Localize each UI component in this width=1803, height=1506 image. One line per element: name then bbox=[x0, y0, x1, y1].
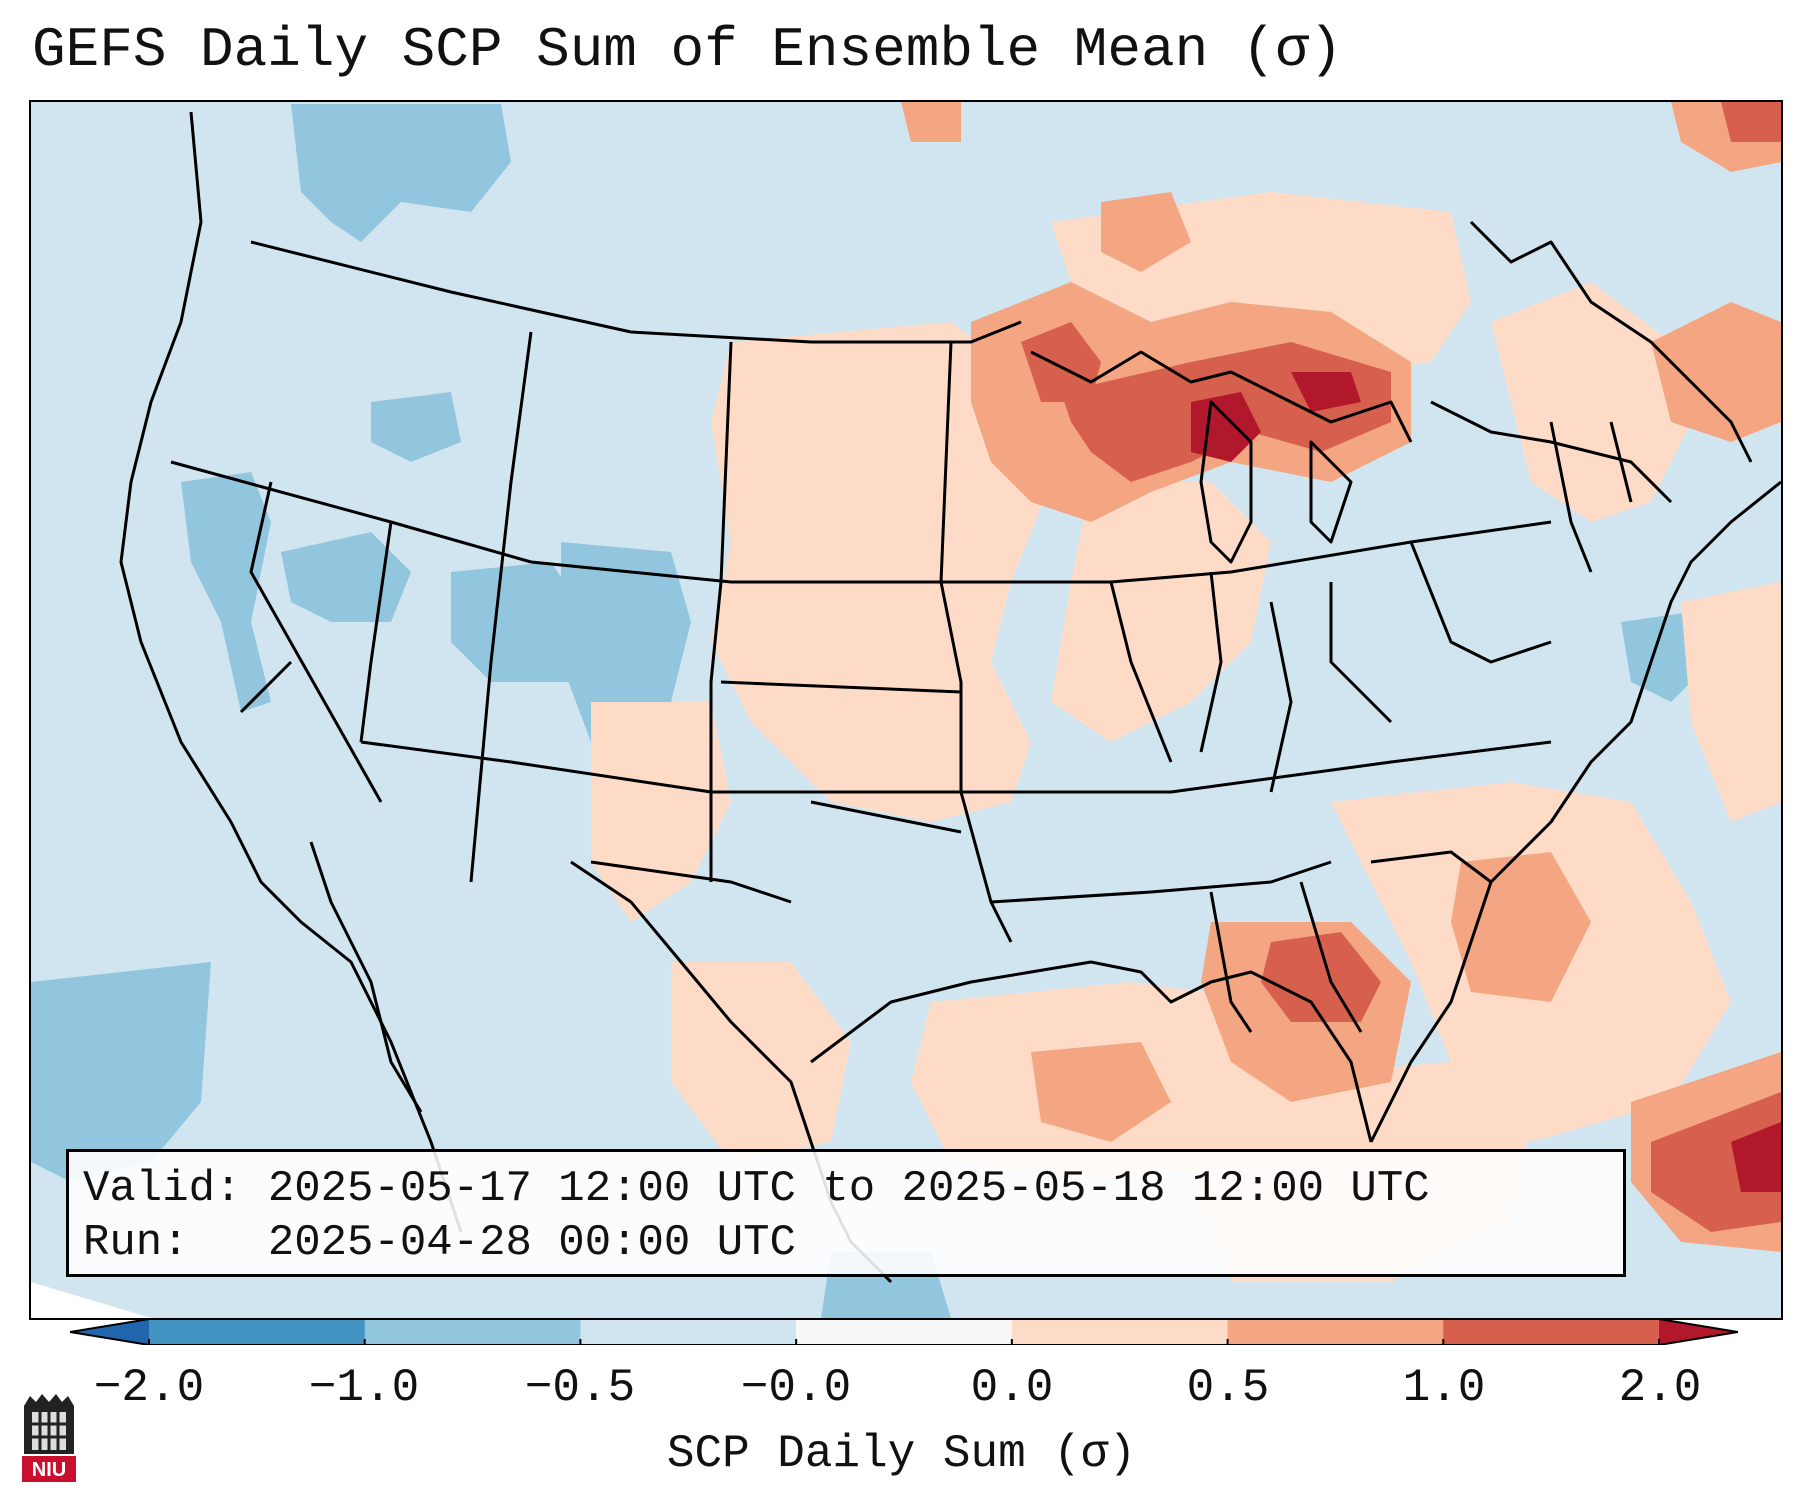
niu-logo: NIU bbox=[22, 1394, 76, 1482]
colorbar-segment bbox=[796, 1319, 1013, 1345]
colorbar-tick-label: 2.0 bbox=[1618, 1362, 1702, 1414]
colorbar-tick-label: −0.5 bbox=[524, 1362, 636, 1414]
colorbar-tick-label: 0.5 bbox=[1186, 1362, 1270, 1414]
page-title: GEFS Daily SCP Sum of Ensemble Mean (σ) bbox=[32, 18, 1343, 82]
colorbar-segment bbox=[580, 1319, 797, 1345]
run-value: 2025-04-28 00:00 UTC bbox=[267, 1218, 796, 1268]
colorbar-segment bbox=[1011, 1319, 1229, 1345]
colorbar-segment bbox=[149, 1319, 366, 1345]
map-panel[interactable] bbox=[29, 100, 1783, 1320]
colorbar-segment bbox=[1443, 1319, 1660, 1345]
run-label: Run: bbox=[83, 1218, 189, 1268]
colorbar-extend-high bbox=[1659, 1319, 1738, 1345]
valid-label: Valid: bbox=[83, 1164, 242, 1214]
valid-run-info-box: Valid: 2025-05-17 12:00 UTC to 2025-05-1… bbox=[66, 1149, 1626, 1277]
projection-edge bbox=[31, 1282, 151, 1318]
logo-text: NIU bbox=[32, 1459, 66, 1481]
colorbar-tick-label: −0.0 bbox=[740, 1362, 852, 1414]
scp-map bbox=[31, 102, 1781, 1318]
colorbar-tick-label: 1.0 bbox=[1402, 1362, 1486, 1414]
colorbar-segment bbox=[1227, 1319, 1444, 1345]
colorbar-extend-low bbox=[70, 1319, 149, 1345]
colorbar bbox=[70, 1319, 1738, 1345]
valid-value: 2025-05-17 12:00 UTC to 2025-05-18 12:00… bbox=[267, 1164, 1430, 1214]
colorbar-tick-label: −2.0 bbox=[93, 1362, 205, 1414]
colorbar-tick-label: −1.0 bbox=[308, 1362, 420, 1414]
extreme-positive-anomaly-field bbox=[1191, 372, 1781, 1192]
colorbar-tick-label: 0.0 bbox=[970, 1362, 1054, 1414]
run-time-row: Run: 2025-04-28 00:00 UTC bbox=[83, 1216, 1623, 1270]
valid-time-row: Valid: 2025-05-17 12:00 UTC to 2025-05-1… bbox=[83, 1162, 1623, 1216]
colorbar-label: SCP Daily Sum (σ) bbox=[666, 1428, 1137, 1480]
colorbar-segment bbox=[364, 1319, 581, 1345]
